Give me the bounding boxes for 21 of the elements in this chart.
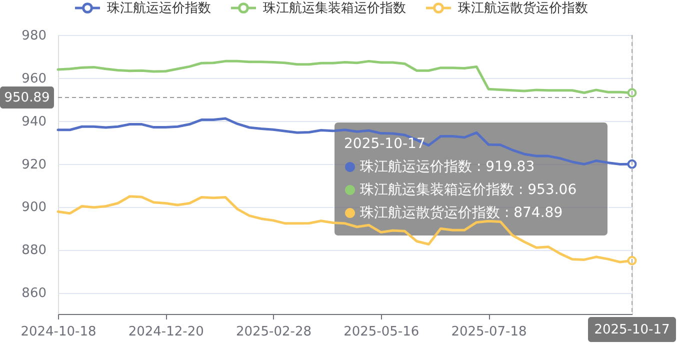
ref-line-label: 950.89 — [4, 90, 50, 106]
annotation: 2025-10-17 — [344, 136, 426, 152]
legend-label: 珠江航运集装箱运价指数 — [263, 1, 406, 16]
annotation: 珠江航运散货运价指数 : 874.89 — [360, 205, 563, 221]
x-tick-label: 2025-02-28 — [236, 324, 312, 340]
y-tick-label: 960 — [22, 71, 46, 86]
y-tick-label: 940 — [22, 114, 46, 130]
annotation: 珠江航运集装箱运价指数 : 953.06 — [360, 182, 577, 198]
y-tick-label: 880 — [22, 243, 46, 258]
x-tick-label: 2025-07-18 — [451, 324, 527, 340]
x-tick-label: 2024-10-18 — [20, 324, 96, 340]
x-tick-label: 2025-10-17 — [594, 322, 670, 338]
y-tick-label: 900 — [22, 200, 46, 216]
legend-label: 珠江航运散货运价指数 — [458, 1, 588, 16]
y-tick-label: 920 — [22, 157, 46, 172]
y-tick-label: 860 — [22, 286, 46, 302]
y-tick-label: 980 — [22, 28, 46, 44]
x-tick-label: 2024-12-20 — [128, 324, 204, 340]
annotation: 珠江航运运价指数 : 919.83 — [360, 159, 535, 175]
legend-label: 珠江航运运价指数 — [107, 1, 211, 16]
x-tick-label: 2025-05-16 — [344, 324, 420, 340]
